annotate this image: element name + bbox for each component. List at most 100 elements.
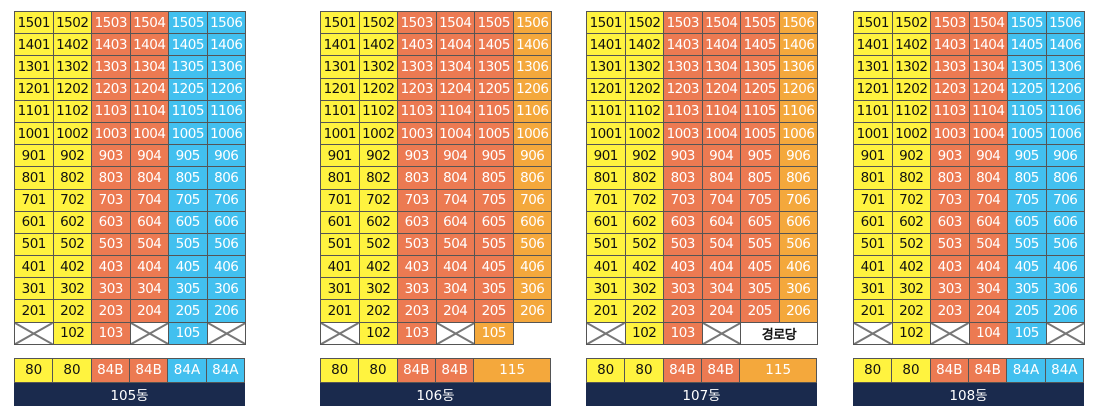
unit-number: 905	[747, 147, 773, 164]
unit-number: 103	[98, 325, 124, 342]
unit-cell: 1201	[15, 78, 54, 101]
unit-number: 903	[937, 147, 963, 164]
unit-number: 705	[747, 192, 773, 209]
unit-number: 202	[60, 303, 85, 320]
unit-number: 1404	[705, 36, 738, 53]
unit-number: 502	[366, 236, 391, 253]
unit-number: 201	[21, 303, 47, 320]
unit-number: 205	[175, 303, 201, 320]
unit-number: 502	[632, 236, 657, 253]
unit-cell: 1206	[779, 78, 818, 101]
unit-number: 501	[21, 236, 47, 253]
unit-number: 1205	[743, 81, 777, 98]
cross-mark-icon	[587, 323, 625, 344]
unit-type-label: 80	[854, 358, 893, 382]
unit-cell: 303	[92, 278, 131, 301]
unit-cell: 903	[92, 145, 131, 168]
unit-number: 1006	[1049, 125, 1082, 142]
unit-number: 1301	[856, 58, 890, 75]
unit-cell: 1502	[53, 12, 92, 35]
unit-cell: 304	[702, 278, 741, 301]
unit-number: 305	[1014, 280, 1040, 297]
unit-number: 201	[593, 303, 619, 320]
unit-cell: 1505	[169, 12, 208, 35]
unit-cell: 506	[1046, 233, 1085, 257]
unit-number: 405	[481, 258, 507, 275]
unit-number: 1203	[933, 81, 967, 98]
unit-number: 801	[21, 169, 47, 186]
unit-cell: 1501	[854, 12, 893, 35]
unit-number: 1204	[972, 81, 1005, 98]
unit-number: 802	[60, 169, 85, 186]
unit-type-row: 80 80 84B 84B 115	[320, 357, 551, 383]
unit-cell: 404	[969, 256, 1008, 279]
unit-number: 302	[899, 280, 924, 297]
unit-number: 506	[214, 236, 239, 253]
unit-cell: 502	[625, 233, 664, 257]
unit-number: 806	[214, 169, 239, 186]
unit-number: 503	[98, 236, 124, 253]
unit-cell: 204	[130, 300, 169, 323]
unit-cell: 302	[53, 278, 92, 301]
unit-cell: 1102	[53, 100, 92, 123]
unit-type-label: 84A	[1045, 358, 1084, 382]
unit-number: 1101	[323, 103, 357, 120]
unit-cell: 1305	[475, 56, 514, 79]
unit-number: 801	[860, 169, 886, 186]
unit-cell: 305	[169, 278, 208, 301]
unit-number: 904	[709, 147, 734, 164]
unit-cell: 602	[359, 211, 398, 234]
unit-cell: 1303	[398, 56, 437, 79]
unit-number: 1405	[171, 36, 205, 53]
unit-cell: 1502	[625, 12, 664, 35]
unit-cell: 1501	[15, 12, 54, 35]
unit-cell: 1006	[1046, 122, 1085, 146]
unit-number: 705	[481, 192, 507, 209]
unit-number: 1305	[1010, 58, 1044, 75]
unit-cell: 105	[169, 322, 208, 345]
unit-number: 1302	[895, 58, 928, 75]
unit-cell: 202	[625, 300, 664, 323]
unit-number: 1502	[56, 14, 89, 31]
unit-number: 1205	[171, 81, 205, 98]
unit-cell: 1403	[398, 34, 437, 57]
unit-number: 1402	[628, 36, 661, 53]
unit-cell: 1404	[702, 34, 741, 57]
unit-cell: 1101	[321, 100, 360, 123]
unit-cell: 1402	[625, 34, 664, 57]
unit-cell: 205	[741, 300, 780, 323]
unit-cell: 406	[1046, 256, 1085, 279]
unit-number: 403	[937, 258, 963, 275]
unit-cell: 502	[53, 233, 92, 257]
unit-number: 1206	[210, 81, 243, 98]
unit-cell: 1301	[587, 56, 626, 79]
unit-number: 902	[366, 147, 391, 164]
unit-cell: 902	[53, 145, 92, 168]
unit-number: 904	[443, 147, 468, 164]
unit-cell: 803	[664, 167, 703, 190]
unit-number: 1001	[17, 125, 51, 142]
unit-number: 601	[860, 214, 886, 231]
unit-cell: 402	[359, 256, 398, 279]
unit-number: 503	[670, 236, 696, 253]
unit-cell: 1301	[15, 56, 54, 79]
unit-number: 1502	[895, 14, 928, 31]
unit-cell: 1206	[1046, 78, 1085, 101]
unit-number: 304	[976, 280, 1001, 297]
unit-cell: 1503	[92, 12, 131, 35]
unit-number: 301	[593, 280, 619, 297]
unit-number: 504	[709, 236, 734, 253]
unit-number: 1403	[400, 36, 434, 53]
unit-cell: 403	[92, 256, 131, 279]
unit-number: 102	[366, 325, 391, 342]
unit-cell: 1401	[321, 34, 360, 57]
unit-cell: 806	[513, 167, 552, 190]
unit-number: 301	[21, 280, 47, 297]
unit-number: 1301	[17, 58, 51, 75]
unit-type-label: 84B	[663, 358, 702, 382]
unit-number: 1202	[628, 81, 661, 98]
unit-cell: 105	[475, 322, 514, 345]
unit-cell: 1406	[207, 34, 246, 57]
unit-cell: 1003	[92, 122, 131, 146]
unit-number: 1502	[362, 14, 395, 31]
